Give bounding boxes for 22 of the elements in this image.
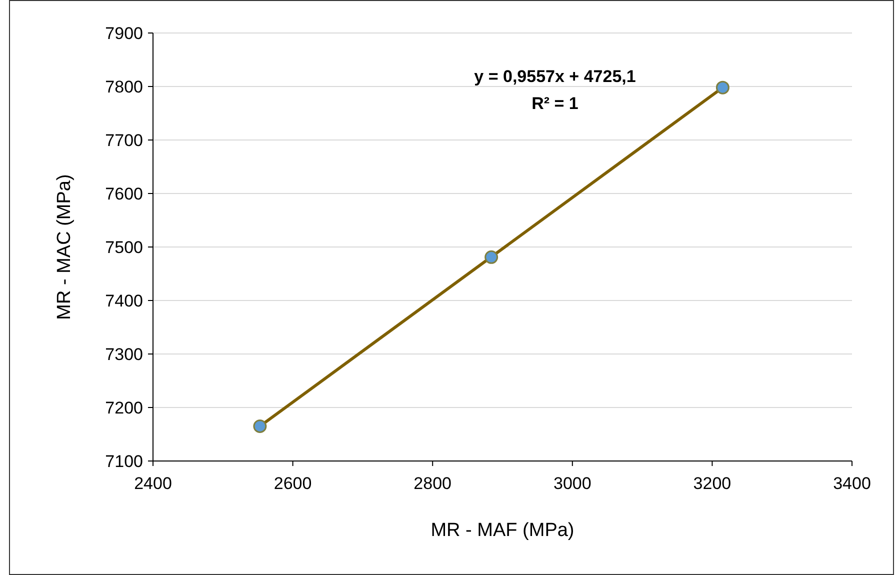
x-tick-label: 3400 [833,474,871,493]
y-tick-label: 7300 [105,344,143,364]
x-tick-label: 3000 [553,474,592,493]
y-axis-title: MR - MAC (MPa) [54,174,75,320]
annotation: y = 0,9557x + 4725,1 [474,67,636,86]
y-tick-label: 7600 [105,184,143,204]
y-tick-label: 7400 [105,291,143,310]
x-tick-label: 2800 [414,474,452,493]
point [716,80,730,94]
x-axis-title: MR - MAF (MPa) [430,520,574,541]
x-tick-label: 2400 [134,474,172,493]
point [484,250,498,264]
y-tick-label: 7800 [105,77,143,96]
y-tick-label: 7200 [105,398,143,418]
y-tick-label: 7900 [105,24,143,43]
annotation: R² = 1 [532,94,578,113]
y-tick-label: 7700 [105,130,143,150]
y-tick-label: 7100 [105,452,143,471]
y-tick-label: 7500 [105,238,143,257]
x-tick-label: 3200 [693,474,732,493]
point [253,419,267,433]
x-tick-label: 2600 [274,474,312,493]
